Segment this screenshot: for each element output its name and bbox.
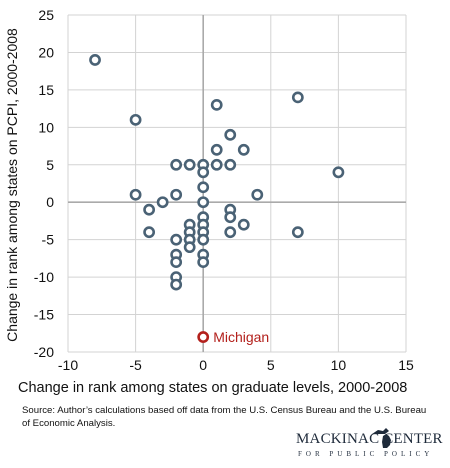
y-tick-label: -10: [34, 269, 54, 285]
michigan-map-icon: [372, 428, 391, 448]
data-point: [183, 241, 196, 254]
data-point: [291, 91, 304, 104]
y-tick-label: -5: [42, 232, 55, 248]
data-point: [224, 128, 237, 141]
y-tick-label: 10: [38, 119, 54, 135]
x-tick-label: -10: [58, 357, 78, 373]
data-point: [170, 233, 183, 246]
y-tick-label: 0: [46, 194, 54, 210]
logo-subtitle: FOR PUBLIC POLICY: [298, 450, 434, 458]
x-tick-label: 15: [398, 357, 414, 373]
data-point: [170, 158, 183, 171]
data-point: [89, 54, 101, 66]
x-axis-label: Change in rank among states on graduate …: [18, 380, 408, 396]
y-tick-label: 5: [46, 157, 54, 173]
x-tick-label: 5: [267, 357, 275, 373]
data-point: [170, 256, 183, 269]
mackinac-center-logo: MACKINAC CENTER FOR PUBLIC POLICY: [296, 425, 446, 463]
data-point: [210, 98, 223, 111]
highlight-point-michigan: [197, 331, 210, 343]
data-point: [183, 158, 196, 171]
y-tick-label: -15: [34, 307, 54, 323]
x-tick-label: 0: [199, 357, 207, 373]
data-point: [197, 256, 210, 269]
data-point: [156, 196, 169, 209]
y-axis-label: Change in rank among states on PCPI, 200…: [4, 28, 20, 342]
source-note: Source: Author’s calculations based off …: [22, 405, 427, 429]
scatter-chart: -10 -5 0 5 10 15 25 20 15 10 5 0 -5 -10 -15 -20 Michigan: [34, 7, 414, 373]
data-point: [197, 233, 210, 246]
highlight-label-michigan: Michigan: [213, 329, 269, 345]
data-point: [251, 188, 264, 201]
data-point: [224, 158, 237, 171]
data-point: [291, 226, 304, 239]
data-point: [129, 188, 142, 201]
x-tick-label: 10: [331, 357, 347, 373]
data-point: [170, 188, 183, 201]
x-tick-label: -5: [129, 357, 142, 373]
y-tick-label: 15: [38, 82, 54, 98]
data-point: [197, 181, 210, 194]
y-tick-label: -20: [34, 344, 54, 360]
data-point: [143, 226, 156, 239]
data-point: [170, 278, 183, 291]
data-point: [197, 166, 210, 179]
data-point: [237, 218, 250, 231]
data-point: [224, 211, 237, 224]
data-point: [197, 196, 210, 209]
data-point: [332, 166, 345, 179]
logo-name: MACKINAC CENTER: [296, 431, 443, 447]
data-point: [237, 143, 250, 156]
data-point: [210, 158, 223, 171]
data-point: [129, 113, 142, 126]
data-point: [210, 143, 223, 156]
data-point: [143, 203, 156, 216]
y-tick-label: 20: [38, 44, 54, 60]
y-tick-label: 25: [38, 7, 54, 23]
data-point: [224, 226, 237, 239]
